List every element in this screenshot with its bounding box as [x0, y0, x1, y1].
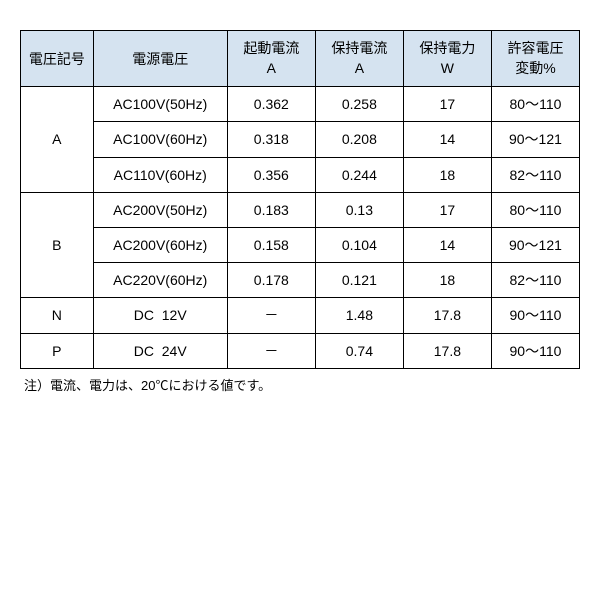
cell-start-current: 0.362	[227, 87, 315, 122]
table-row: AC200V(60Hz) 0.158 0.104 14 90～121	[21, 227, 580, 262]
cell-start-current: 0.158	[227, 227, 315, 262]
header-hold-power-line2: W	[441, 60, 454, 76]
cell-start-current: 0.183	[227, 192, 315, 227]
cell-tolerance: 80～110	[491, 192, 579, 227]
header-start-current: 起動電流 A	[227, 31, 315, 87]
cell-voltage: AC220V(60Hz)	[93, 263, 227, 298]
cell-hold-current: 0.258	[315, 87, 403, 122]
table-row: AC100V(60Hz) 0.318 0.208 14 90～121	[21, 122, 580, 157]
header-start-current-line2: A	[267, 60, 276, 76]
cell-voltage: AC100V(50Hz)	[93, 87, 227, 122]
table-row: AC220V(60Hz) 0.178 0.121 18 82～110	[21, 263, 580, 298]
footnote: 注）電流、電力は、20℃における値です。	[24, 375, 580, 394]
cell-code: B	[21, 192, 94, 298]
cell-hold-power: 17	[403, 192, 491, 227]
cell-hold-current: 0.208	[315, 122, 403, 157]
cell-code: A	[21, 87, 94, 193]
cell-hold-current: 0.74	[315, 333, 403, 368]
cell-tolerance: 90～121	[491, 122, 579, 157]
cell-voltage: DC 12V	[93, 298, 227, 333]
table-header-row: 電圧記号 電源電圧 起動電流 A 保持電流 A 保持電力 W 許容電圧 変動%	[21, 31, 580, 87]
cell-hold-power: 14	[403, 227, 491, 262]
cell-hold-current: 1.48	[315, 298, 403, 333]
header-hold-power-line1: 保持電力	[419, 40, 475, 56]
cell-voltage: AC100V(60Hz)	[93, 122, 227, 157]
cell-hold-current: 0.121	[315, 263, 403, 298]
header-hold-power: 保持電力 W	[403, 31, 491, 87]
table-row: N DC 12V － 1.48 17.8 90～110	[21, 298, 580, 333]
cell-start-current: 0.178	[227, 263, 315, 298]
cell-tolerance: 82～110	[491, 157, 579, 192]
cell-hold-current: 0.13	[315, 192, 403, 227]
header-hold-current-line1: 保持電流	[331, 40, 387, 56]
cell-tolerance: 90～121	[491, 227, 579, 262]
table-row: A AC100V(50Hz) 0.362 0.258 17 80～110	[21, 87, 580, 122]
cell-hold-current: 0.104	[315, 227, 403, 262]
cell-tolerance: 90～110	[491, 298, 579, 333]
cell-code: P	[21, 333, 94, 368]
cell-hold-power: 14	[403, 122, 491, 157]
cell-hold-current: 0.244	[315, 157, 403, 192]
header-hold-current: 保持電流 A	[315, 31, 403, 87]
cell-code: N	[21, 298, 94, 333]
header-power-voltage: 電源電圧	[93, 31, 227, 87]
cell-start-current: 0.318	[227, 122, 315, 157]
cell-voltage: AC110V(60Hz)	[93, 157, 227, 192]
cell-start-current: －	[227, 333, 315, 368]
cell-tolerance: 90～110	[491, 333, 579, 368]
cell-start-current: 0.356	[227, 157, 315, 192]
cell-hold-power: 17.8	[403, 298, 491, 333]
cell-hold-power: 18	[403, 263, 491, 298]
cell-voltage: AC200V(60Hz)	[93, 227, 227, 262]
table-body: A AC100V(50Hz) 0.362 0.258 17 80～110 AC1…	[21, 87, 580, 369]
table-row: P DC 24V － 0.74 17.8 90～110	[21, 333, 580, 368]
header-tolerance: 許容電圧 変動%	[491, 31, 579, 87]
cell-start-current: －	[227, 298, 315, 333]
header-start-current-line1: 起動電流	[243, 40, 299, 56]
cell-voltage: AC200V(50Hz)	[93, 192, 227, 227]
cell-tolerance: 82～110	[491, 263, 579, 298]
header-hold-current-line2: A	[355, 60, 364, 76]
header-voltage-code: 電圧記号	[21, 31, 94, 87]
header-tolerance-line1: 許容電圧	[507, 40, 563, 56]
table-row: B AC200V(50Hz) 0.183 0.13 17 80～110	[21, 192, 580, 227]
cell-tolerance: 80～110	[491, 87, 579, 122]
spec-table: 電圧記号 電源電圧 起動電流 A 保持電流 A 保持電力 W 許容電圧 変動% …	[20, 30, 580, 369]
cell-hold-power: 18	[403, 157, 491, 192]
header-tolerance-line2: 変動%	[515, 60, 555, 76]
table-row: AC110V(60Hz) 0.356 0.244 18 82～110	[21, 157, 580, 192]
cell-voltage: DC 24V	[93, 333, 227, 368]
cell-hold-power: 17.8	[403, 333, 491, 368]
cell-hold-power: 17	[403, 87, 491, 122]
